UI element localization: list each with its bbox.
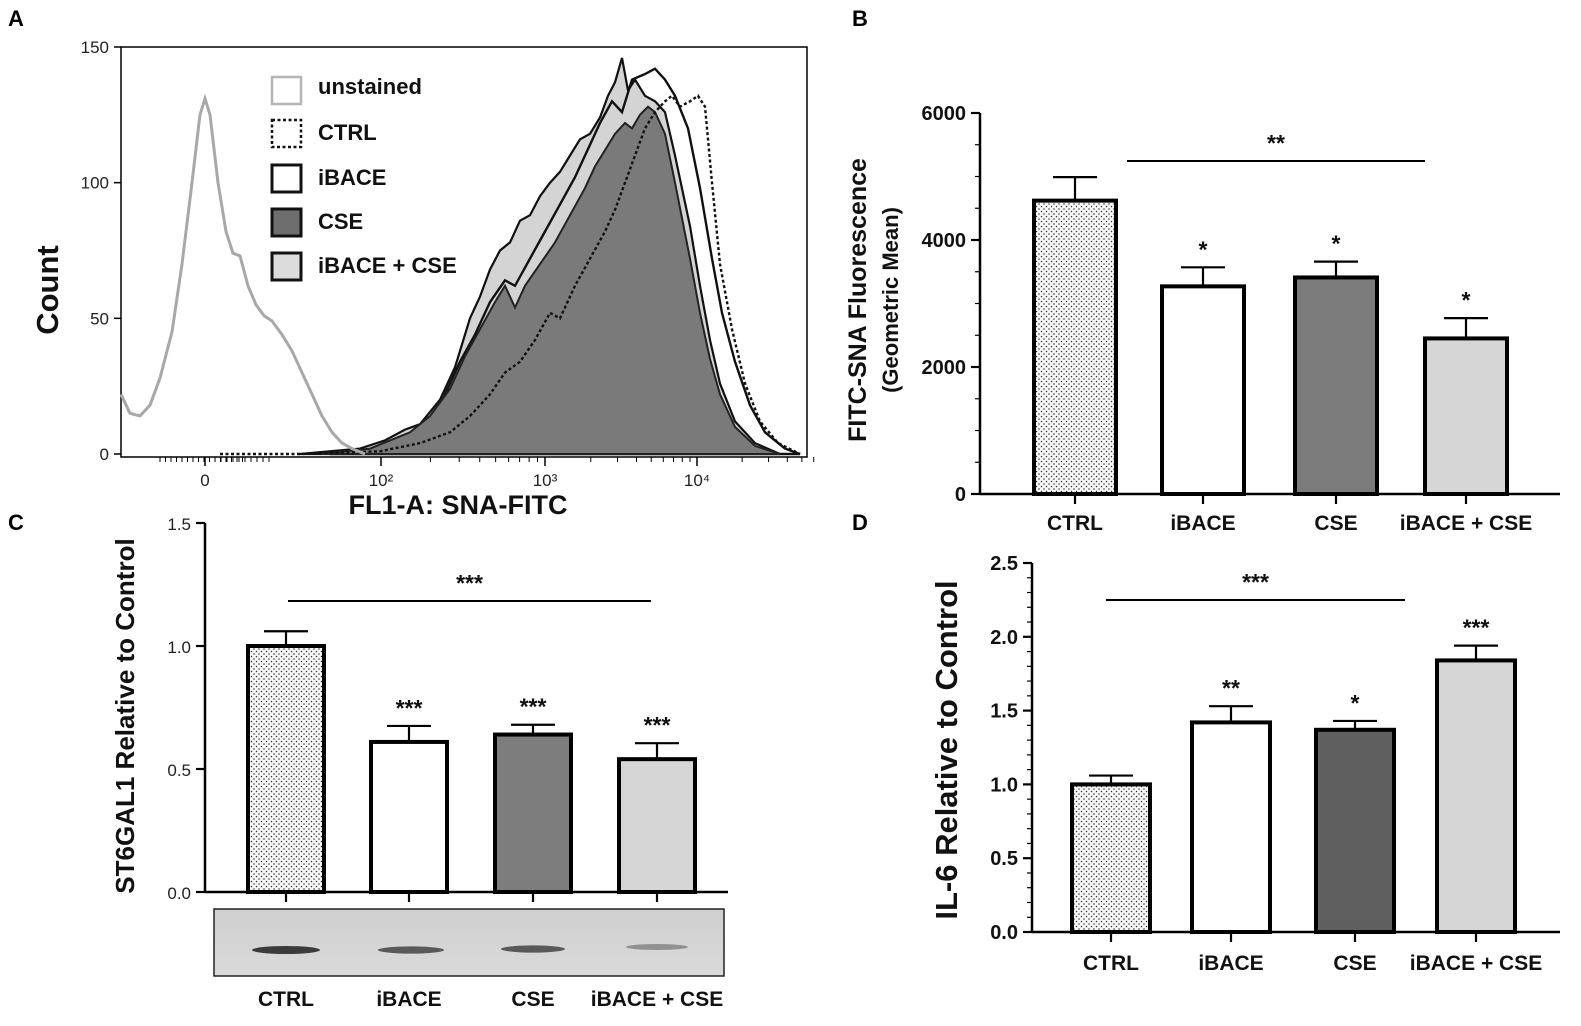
- bar-cse: [493, 732, 573, 894]
- category-label-ibace: iBACE: [376, 988, 441, 1011]
- y-tick-label: 0.5: [990, 848, 1018, 870]
- bar-cse: [1314, 727, 1396, 935]
- histogram-curves: [119, 57, 801, 456]
- blot-band-cse: [501, 945, 565, 953]
- significance-ibace-cse: *: [1462, 287, 1471, 313]
- bar-ibace-cse: [617, 757, 697, 894]
- panel-c-y-label: ST6GAL1 Relative to Control: [110, 538, 140, 893]
- y-tick-label: 4000: [922, 230, 967, 252]
- y-tick-label: 0: [100, 445, 109, 464]
- category-label-cse: CSE: [1314, 512, 1357, 535]
- legend-swatch-cse: [270, 207, 303, 238]
- legend-label-cse: CSE: [318, 209, 363, 234]
- histogram-series-ctrl: [220, 94, 801, 456]
- panel-label-d: D: [852, 510, 868, 535]
- legend-swatch-ibace-cse: [270, 251, 303, 282]
- significance-ibace-cse: ***: [644, 712, 671, 738]
- significance-ibace: ***: [396, 695, 423, 721]
- blot-membrane: [213, 908, 725, 977]
- panel-d-bar-chart: 0.0 0.5 1.0 1.5 2.0 2.5 CTRL iBACE ** CSE * iBACE +…: [990, 553, 1560, 975]
- histogram-y-label: Count: [30, 245, 65, 335]
- histogram-series-unstained: [119, 93, 366, 456]
- y-tick-label: 0.5: [167, 761, 191, 780]
- blot-band-ctrl: [252, 946, 320, 954]
- significance-ibace-cse: ***: [1463, 615, 1490, 641]
- legend-label-ctrl: CTRL: [318, 120, 377, 145]
- x-tick-label: 10²: [369, 471, 394, 490]
- category-label-cse: CSE: [511, 988, 554, 1011]
- legend-swatch-ctrl: [270, 118, 303, 149]
- y-tick-label: 0.0: [990, 922, 1018, 944]
- histogram-legend: unstained CTRL iBACE CSE iBACE + CSE: [270, 74, 457, 282]
- y-tick-label: 2.5: [990, 553, 1018, 575]
- significance-ibace: *: [1199, 236, 1208, 262]
- bar-ibace-cse: [1435, 658, 1517, 935]
- category-label-ibace-cse: iBACE + CSE: [1400, 512, 1532, 535]
- bar-ctrl: [1032, 198, 1118, 496]
- category-label-ibace: iBACE: [1170, 512, 1235, 535]
- histogram-series-cse: [319, 105, 781, 455]
- significance-bracket-label: ***: [456, 570, 483, 596]
- significance-bracket-label: **: [1267, 130, 1285, 156]
- y-tick-label: 150: [81, 38, 109, 57]
- legend-swatch-unstained: [270, 75, 303, 106]
- histogram-x-label: FL1-A: SNA-FITC: [349, 490, 568, 520]
- category-label-ibace-cse: iBACE + CSE: [1410, 952, 1542, 975]
- category-label-ctrl: CTRL: [1083, 952, 1139, 975]
- panel-a-histogram: 0 50 100 150 0 10² 10³ 10⁴ Count FL1-A: SNA-FI…: [30, 38, 815, 520]
- histogram-x-ticks: 0 10² 10³ 10⁴: [159, 457, 815, 490]
- bar-ctrl: [1070, 782, 1152, 935]
- category-label-ctrl: CTRL: [1047, 512, 1103, 535]
- panel-label-a: A: [8, 6, 24, 31]
- histogram-series-ibace: [329, 67, 801, 456]
- bar-cse: [1293, 275, 1379, 496]
- panel-c-bar-chart: 0.0 0.5 1.0 1.5 CTRL iBACE *** CSE *** iBACE + CS…: [167, 515, 728, 1011]
- significance-cse: *: [1351, 690, 1360, 716]
- x-tick-label: 0: [200, 471, 209, 490]
- panel-label-b: B: [852, 6, 868, 31]
- category-label-ibace: iBACE: [1198, 952, 1263, 975]
- y-tick-label: 6000: [922, 103, 967, 125]
- y-tick-label: 2000: [922, 357, 967, 379]
- y-tick-label: 1.0: [167, 638, 191, 657]
- significance-ibace: **: [1222, 675, 1240, 701]
- significance-cse: ***: [520, 694, 547, 720]
- bar-ctrl: [246, 644, 326, 894]
- y-tick-label: 1.5: [167, 515, 191, 534]
- y-tick-label: 0.0: [167, 884, 191, 903]
- bar-ibace: [1190, 720, 1272, 935]
- bar-ibace-cse: [1423, 336, 1509, 496]
- bar-ibace: [1160, 284, 1246, 497]
- histogram-frame: [120, 46, 808, 458]
- y-tick-label: 100: [81, 174, 109, 193]
- x-tick-label: 10⁴: [684, 471, 710, 490]
- y-tick-label: 50: [90, 309, 109, 328]
- panel-b-y-label-line2: (Geometric Mean): [878, 207, 903, 393]
- category-label-ibace-cse: iBACE + CSE: [591, 988, 723, 1011]
- panel-b-y-label-line1: FITC-SNA Fluorescence: [844, 158, 872, 442]
- category-label-ctrl: CTRL: [258, 988, 314, 1011]
- bar-ibace: [369, 739, 449, 894]
- blot-band-ibace: [378, 946, 444, 954]
- western-blot: [213, 908, 725, 977]
- y-tick-label: 2.0: [990, 627, 1018, 649]
- legend-label-ibace-cse: iBACE + CSE: [318, 253, 457, 278]
- histogram-y-ticks: 0 50 100 150: [81, 38, 121, 464]
- legend-label-unstained: unstained: [318, 74, 422, 99]
- y-tick-label: 0: [955, 484, 966, 506]
- significance-cse: *: [1332, 231, 1341, 257]
- blot-band-ibace-cse: [626, 944, 688, 950]
- y-tick-label: 1.0: [990, 774, 1018, 796]
- category-label-cse: CSE: [1333, 952, 1376, 975]
- y-tick-label: 1.5: [990, 701, 1018, 723]
- significance-bracket-label: ***: [1242, 569, 1269, 595]
- panel-label-c: C: [8, 510, 24, 535]
- legend-label-ibace: iBACE: [318, 165, 386, 190]
- legend-swatch-ibace: [270, 163, 303, 194]
- panel-d-y-label: IL-6 Relative to Control: [929, 580, 964, 919]
- x-tick-label: 10³: [533, 471, 558, 490]
